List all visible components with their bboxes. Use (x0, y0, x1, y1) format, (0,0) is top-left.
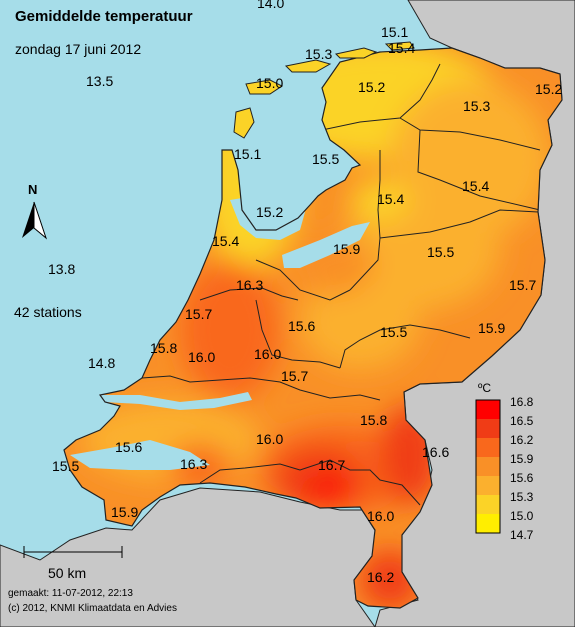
temp-label: 15.4 (377, 191, 405, 207)
temp-label: 15.2 (535, 81, 563, 97)
temp-label: 15.6 (288, 318, 316, 334)
north-arrow-icon (22, 201, 48, 240)
temp-label: 16.7 (318, 457, 346, 473)
legend-swatch (476, 495, 500, 515)
temp-label: 15.5 (52, 458, 80, 474)
north-label: N (28, 182, 38, 197)
legend-swatch (476, 400, 500, 420)
temp-label: 15.4 (388, 40, 416, 56)
map-title: Gemiddelde temperatuur (15, 8, 193, 25)
temp-label: 15.5 (427, 244, 455, 260)
temp-label: 15.0 (256, 75, 284, 91)
temp-label: 14.0 (257, 0, 285, 11)
legend-swatch (476, 457, 500, 477)
legend-label: 15.3 (510, 490, 534, 504)
temp-label: 15.7 (281, 368, 309, 384)
legend-label: 15.9 (510, 452, 534, 466)
temp-label: 15.3 (463, 98, 491, 114)
legend-label: 16.2 (510, 433, 534, 447)
temp-label: 16.0 (254, 346, 282, 362)
temp-label: 15.8 (360, 412, 388, 428)
temp-label: 15.9 (111, 504, 139, 520)
temp-label: 16.3 (236, 277, 264, 293)
temp-label: 16.0 (367, 508, 395, 524)
temp-label: 15.7 (185, 306, 213, 322)
temp-label: 15.6 (115, 439, 143, 455)
temp-label: 16.2 (367, 569, 395, 585)
scale-label: 50 km (48, 565, 87, 581)
temp-label: 13.5 (86, 73, 114, 89)
temp-label: 15.7 (509, 277, 537, 293)
made-date: gemaakt: 11-07-2012, 22:13 (8, 588, 133, 599)
temp-label: 15.5 (380, 324, 408, 340)
legend-color-bar (476, 400, 500, 534)
temp-label: 16.0 (188, 349, 216, 365)
legend-swatch (476, 514, 500, 534)
legend-swatch (476, 476, 500, 496)
legend-label: 15.0 (510, 509, 534, 523)
temp-label: 14.8 (88, 355, 116, 371)
temp-label: 15.9 (333, 241, 361, 257)
legend-swatch (476, 438, 500, 458)
legend-unit: ºC (478, 381, 492, 395)
temp-label: 15.2 (256, 204, 284, 220)
temp-label: 15.1 (234, 146, 262, 162)
legend-label: 15.6 (510, 471, 534, 485)
copyright: (c) 2012, KNMI Klimaatdata en Advies (8, 603, 177, 614)
temp-label: 15.5 (312, 151, 340, 167)
legend-label: 16.5 (510, 414, 534, 428)
temp-label: 15.2 (358, 79, 386, 95)
map-date: zondag 17 juni 2012 (15, 41, 142, 57)
temp-label: 15.4 (212, 233, 240, 249)
temp-label: 15.8 (150, 340, 178, 356)
stations-count: 42 stations (14, 304, 82, 320)
temp-label: 15.4 (462, 178, 490, 194)
temp-label: 13.8 (48, 261, 76, 277)
temp-label: 16.3 (180, 456, 208, 472)
legend-swatch (476, 419, 500, 439)
legend-label: 14.7 (510, 528, 534, 542)
legend-label: 16.8 (510, 395, 534, 409)
scale-bar (23, 546, 123, 558)
temp-label: 16.0 (256, 431, 284, 447)
temp-label: 15.3 (305, 46, 333, 62)
temp-label: 15.9 (478, 320, 506, 336)
temp-label: 15.1 (381, 24, 409, 40)
temp-label: 16.6 (422, 444, 450, 460)
